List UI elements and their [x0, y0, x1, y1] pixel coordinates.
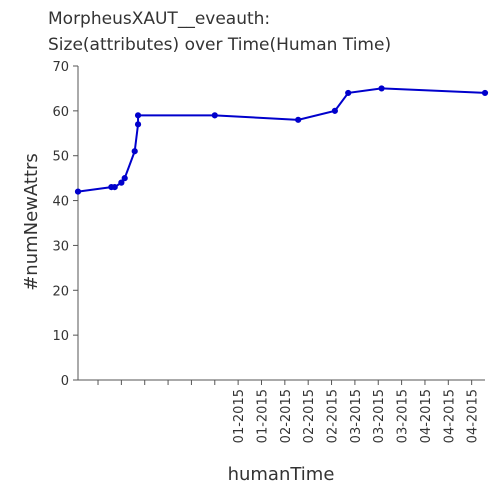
x-tick-label: 04-2015 — [442, 389, 457, 443]
y-tick-label: 50 — [52, 150, 69, 165]
x-axis-label: humanTime — [228, 464, 335, 485]
x-tick-label: 02-2015 — [326, 389, 341, 443]
y-tick-label: 40 — [52, 195, 69, 210]
x-tick-label: 04-2015 — [419, 389, 434, 443]
data-point — [346, 90, 351, 95]
data-point — [75, 189, 80, 194]
data-point — [212, 113, 217, 118]
x-tick-label: 01-2015 — [255, 389, 270, 443]
x-tick-label: 04-2015 — [466, 389, 481, 443]
y-tick-label: 30 — [52, 239, 69, 254]
data-point — [122, 176, 127, 181]
series-line — [78, 88, 485, 191]
data-point — [135, 113, 140, 118]
x-tick-label: 03-2015 — [372, 389, 387, 443]
y-tick-label: 60 — [52, 105, 69, 120]
x-tick-label: 02-2015 — [279, 389, 294, 443]
data-point — [135, 122, 140, 127]
plot-area — [75, 86, 487, 194]
data-point — [112, 185, 117, 190]
data-point — [482, 90, 487, 95]
x-tick-label: 03-2015 — [396, 389, 411, 443]
y-axis-label: #numNewAttrs — [21, 153, 42, 291]
y-tick-label: 0 — [61, 374, 69, 389]
data-point — [132, 149, 137, 154]
chart-title-line-1: MorpheusXAUT__eveauth: — [48, 9, 270, 29]
y-tick-label: 70 — [52, 60, 69, 75]
x-tick-label: 03-2015 — [349, 389, 364, 443]
x-tick-label: 01-2015 — [232, 389, 247, 443]
data-point — [379, 86, 384, 91]
chart-title-line-2: Size(attributes) over Time(Human Time) — [48, 35, 391, 55]
y-tick-label: 20 — [52, 284, 69, 299]
y-axis: 0 10 20 30 40 50 60 70 — [52, 60, 78, 389]
x-tick-label: 02-2015 — [302, 389, 317, 443]
y-tick-label: 10 — [52, 329, 69, 344]
data-point — [296, 117, 301, 122]
data-point — [332, 108, 337, 113]
x-axis: 01-2015 01-2015 02-2015 02-2015 02-2015 03-20… — [78, 380, 485, 443]
